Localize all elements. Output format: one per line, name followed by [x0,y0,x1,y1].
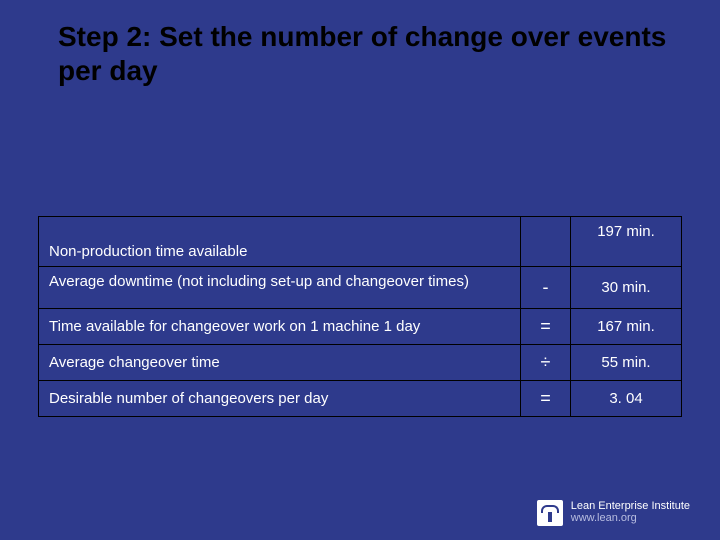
row-value: 167 min. [571,309,681,344]
row-operator: - [521,267,571,308]
row-value: 30 min. [571,267,681,308]
lean-logo-icon [537,500,563,526]
row-description: Desirable number of changeovers per day [39,381,521,416]
table-row: Time available for changeover work on 1 … [39,308,681,344]
row-description: Average changeover time [39,345,521,380]
calculation-table: Non-production time available 197 min. A… [38,216,682,417]
row-operator: ÷ [521,345,571,380]
row-operator [521,217,571,266]
footer-text: Lean Enterprise Institute www.lean.org [571,501,690,524]
row-description: Non-production time available [39,217,521,266]
table-row: Desirable number of changeovers per day … [39,380,681,416]
footer-url: www.lean.org [571,513,690,525]
table-row: Average changeover time ÷ 55 min. [39,344,681,380]
footer: Lean Enterprise Institute www.lean.org [537,500,690,526]
row-operator: = [521,309,571,344]
row-operator: = [521,381,571,416]
slide-title: Step 2: Set the number of change over ev… [58,20,680,87]
row-value: 55 min. [571,345,681,380]
row-description: Average downtime (not including set-up a… [39,267,521,308]
row-value: 3. 04 [571,381,681,416]
row-description: Time available for changeover work on 1 … [39,309,521,344]
table-row: Non-production time available 197 min. [39,217,681,266]
table-row: Average downtime (not including set-up a… [39,266,681,308]
row-value: 197 min. [571,217,681,266]
